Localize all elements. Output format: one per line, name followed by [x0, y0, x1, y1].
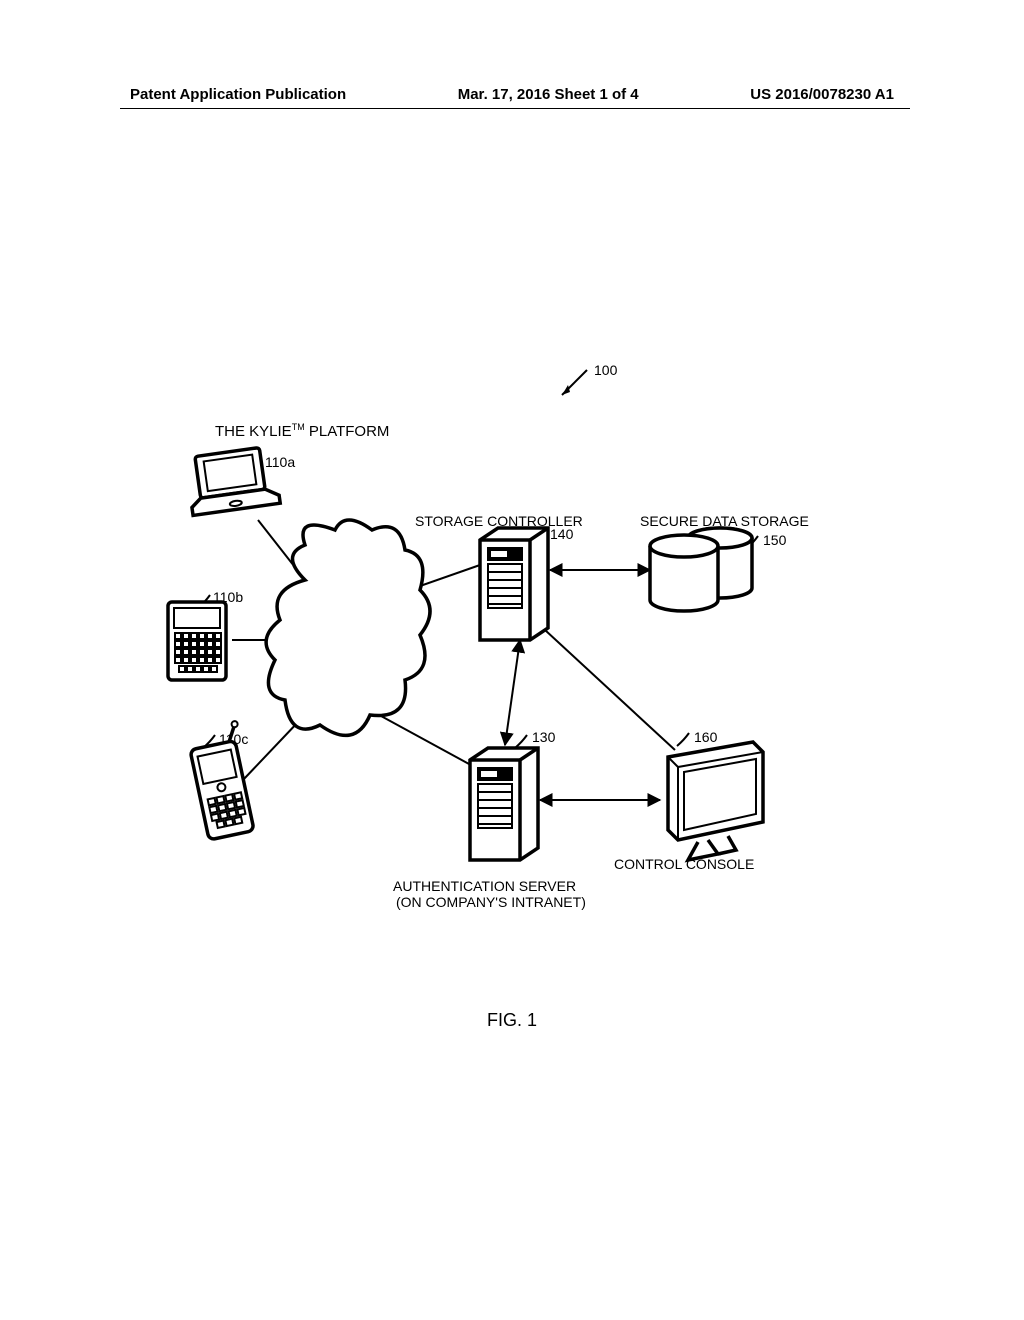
ref-100-arrow	[562, 370, 587, 395]
figure-caption: FIG. 1	[0, 1010, 1024, 1031]
auth-server-icon	[470, 748, 538, 860]
header-date-sheet: Mar. 17, 2016 Sheet 1 of 4	[458, 86, 639, 103]
secure-storage-icon	[650, 528, 752, 611]
header-publication: Patent Application Publication	[130, 86, 346, 103]
control-console-icon	[668, 742, 763, 860]
mobile-phone-icon	[186, 721, 260, 840]
network-diagram	[130, 350, 900, 970]
calculator-icon	[168, 602, 226, 680]
page-header: Patent Application Publication Mar. 17, …	[0, 86, 1024, 103]
storage-controller-icon	[480, 528, 548, 640]
header-rule	[120, 108, 910, 109]
laptop-icon	[185, 446, 280, 516]
header-docnum: US 2016/0078230 A1	[750, 86, 894, 103]
internet-cloud-icon	[266, 520, 430, 735]
